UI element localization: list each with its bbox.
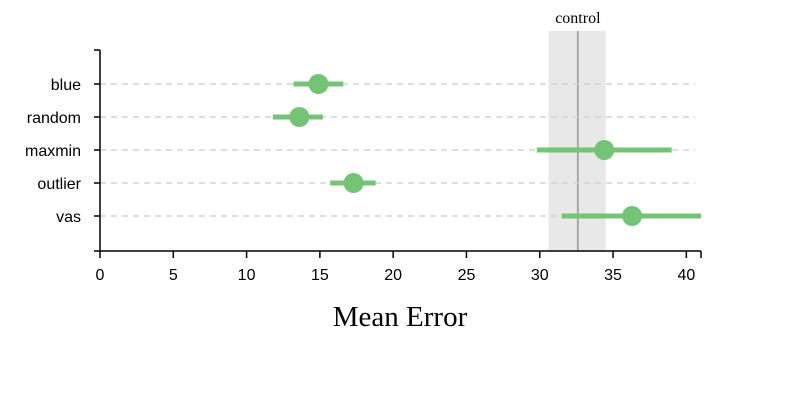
- x-tick-label: 10: [238, 267, 256, 284]
- point-outlier: [343, 173, 364, 193]
- category-label-outlier: outlier: [37, 176, 81, 193]
- x-tick-layer: 0 5 10 15 20 25 30 35 40: [96, 251, 702, 284]
- point-blue: [308, 74, 329, 94]
- point-vas: [622, 206, 643, 226]
- category-label-random: random: [27, 110, 81, 127]
- control-label: control: [555, 10, 601, 27]
- x-tick-label: 15: [311, 267, 329, 284]
- axes-layer: [94, 49, 701, 252]
- x-tick-label: 5: [169, 267, 178, 284]
- category-label-vas: vas: [56, 209, 81, 226]
- point-random: [289, 107, 310, 127]
- x-tick-label: 35: [604, 267, 622, 284]
- point-maxmin: [594, 140, 615, 160]
- category-label-blue: blue: [51, 77, 81, 94]
- x-tick-label: 20: [384, 267, 402, 284]
- x-tick-label: 25: [458, 267, 476, 284]
- marks-layer: [272, 74, 701, 226]
- x-tick-label: 0: [96, 267, 105, 284]
- x-tick-label: 30: [531, 267, 549, 284]
- x-tick-label: 40: [677, 267, 695, 284]
- x-axis-title: Mean Error: [333, 301, 468, 333]
- y-label-layer: blue random maxmin outlier vas: [25, 77, 82, 226]
- category-label-maxmin: maxmin: [25, 143, 81, 160]
